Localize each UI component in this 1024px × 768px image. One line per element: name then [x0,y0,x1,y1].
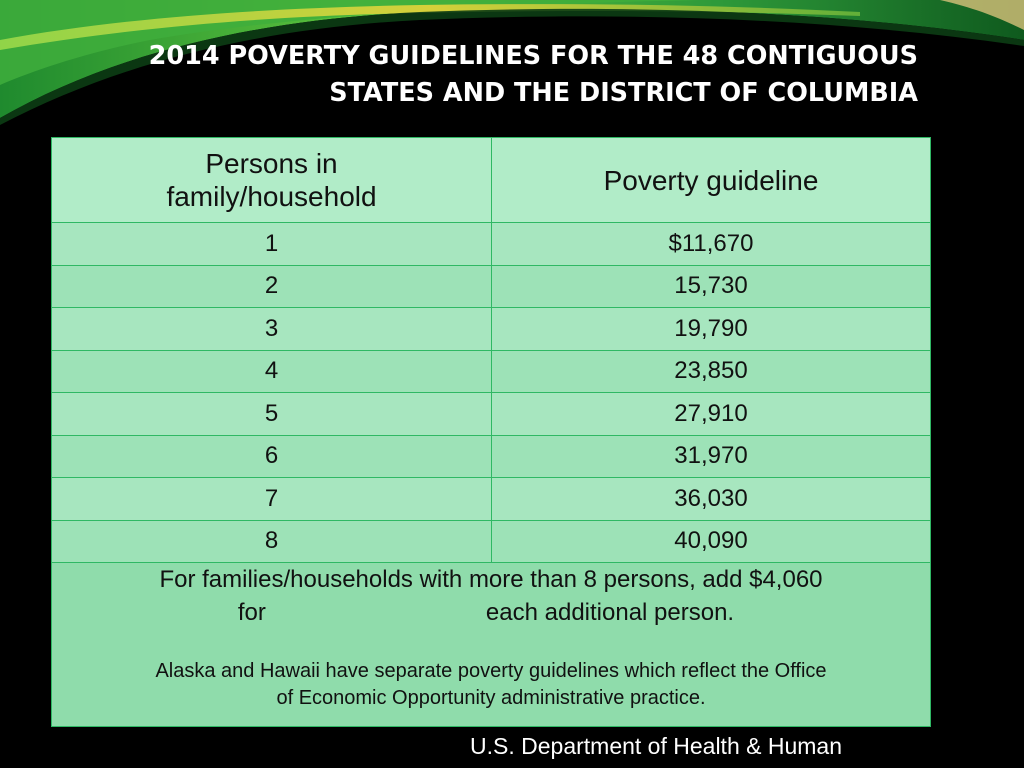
footer-cell: For families/households with more than 8… [51,562,931,727]
guideline-cell: $11,670 [491,222,931,266]
guideline-cell: 36,030 [491,477,931,521]
header-guideline: Poverty guideline [491,137,931,223]
guideline-cell: 23,850 [491,349,931,393]
footer-each-additional: each additional person. [485,599,735,626]
note-line-2: of Economic Opportunity administrative p… [276,687,706,709]
note-line-1: Alaska and Hawaii have separate poverty … [155,660,827,682]
footer-for-word: for [237,599,266,626]
table-header-row: Persons in family/household Poverty guid… [51,137,931,223]
header-persons-line-2: family/household [166,181,377,212]
title-line-2: STATES AND THE DISTRICT OF COLUMBIA [329,78,918,108]
guideline-cell: 27,910 [491,392,931,436]
table-row: 6 31,970 [51,434,931,478]
header-persons-line-1: Persons in [205,148,338,179]
persons-cell: 6 [51,434,492,478]
persons-cell: 8 [51,519,492,563]
guideline-cell: 15,730 [491,264,931,308]
slide-title: 2014 POVERTY GUIDELINES FOR THE 48 CONTI… [60,38,918,112]
table-footer-row: For families/households with more than 8… [51,562,931,727]
table-row: 8 40,090 [51,519,931,563]
table-row: 3 19,790 [51,307,931,351]
guideline-cell: 40,090 [491,519,931,563]
persons-cell: 5 [51,392,492,436]
table-row: 7 36,030 [51,477,931,521]
table-row: 5 27,910 [51,392,931,436]
title-line-1: 2014 POVERTY GUIDELINES FOR THE 48 CONTI… [148,41,918,71]
table-row: 1 $11,670 [51,222,931,266]
source-credit: U.S. Department of Health & Human [470,733,842,759]
header-persons: Persons in family/household [51,137,492,223]
persons-cell: 7 [51,477,492,521]
persons-cell: 4 [51,349,492,393]
table-row: 4 23,850 [51,349,931,393]
poverty-guidelines-table: Persons in family/household Poverty guid… [51,137,931,727]
persons-cell: 1 [51,222,492,266]
guideline-cell: 19,790 [491,307,931,351]
persons-cell: 2 [51,264,492,308]
table-row: 2 15,730 [51,264,931,308]
footer-additional-person-text-2: for each additional person. [42,596,930,629]
persons-cell: 3 [51,307,492,351]
guideline-cell: 31,970 [491,434,931,478]
green-swoosh-decoration [0,0,1024,125]
footer-additional-person-text: For families/households with more than 8… [159,566,823,593]
footer-alaska-hawaii-note: Alaska and Hawaii have separate poverty … [52,658,930,712]
